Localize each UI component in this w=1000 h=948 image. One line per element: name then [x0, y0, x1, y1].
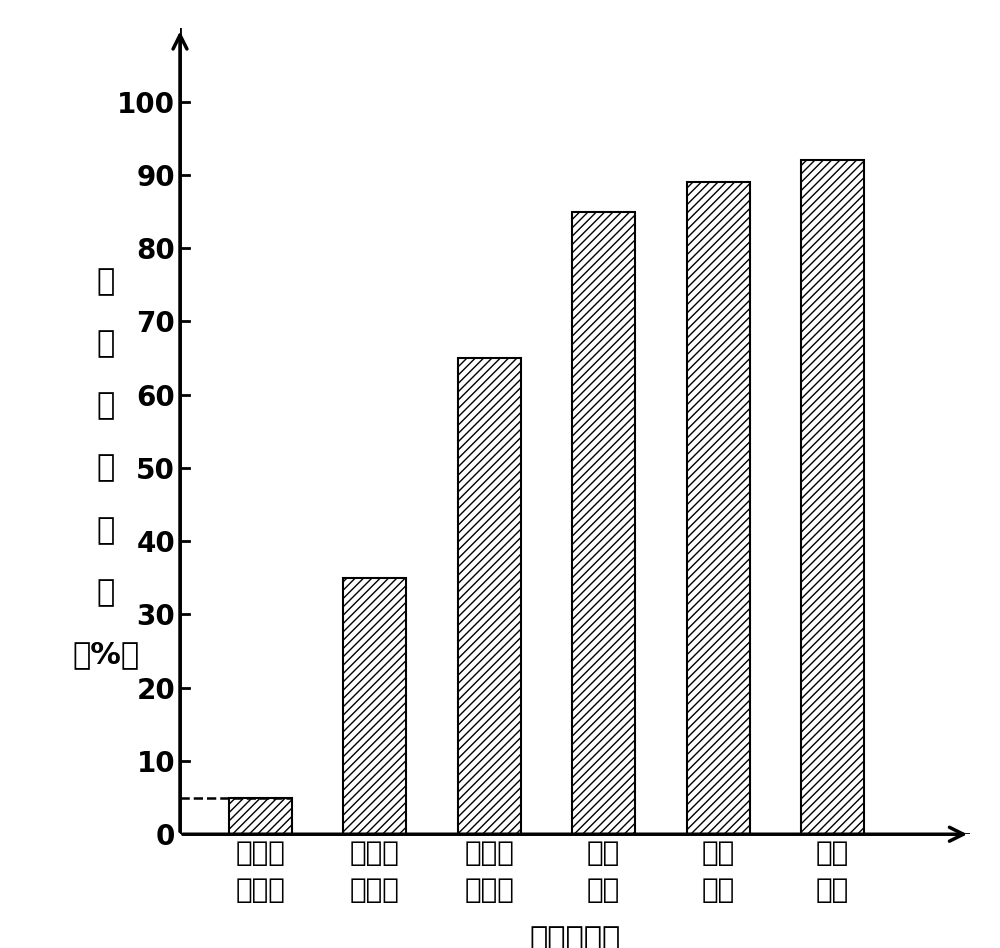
- Text: 质: 质: [96, 329, 115, 358]
- Bar: [687, 182, 750, 834]
- Bar: [229, 797, 292, 834]
- Text: 率: 率: [96, 578, 115, 607]
- Text: 除: 除: [96, 516, 115, 545]
- Bar: [801, 160, 864, 834]
- Bar: [458, 358, 521, 834]
- X-axis label: 嵔化剂类型: 嵔化剂类型: [529, 924, 621, 948]
- Bar: [572, 211, 635, 834]
- Text: 脱: 脱: [96, 453, 115, 483]
- Text: 单: 单: [96, 266, 115, 296]
- Text: （%）: （%）: [72, 640, 139, 669]
- Bar: [343, 578, 406, 834]
- Text: 汞: 汞: [96, 392, 115, 420]
